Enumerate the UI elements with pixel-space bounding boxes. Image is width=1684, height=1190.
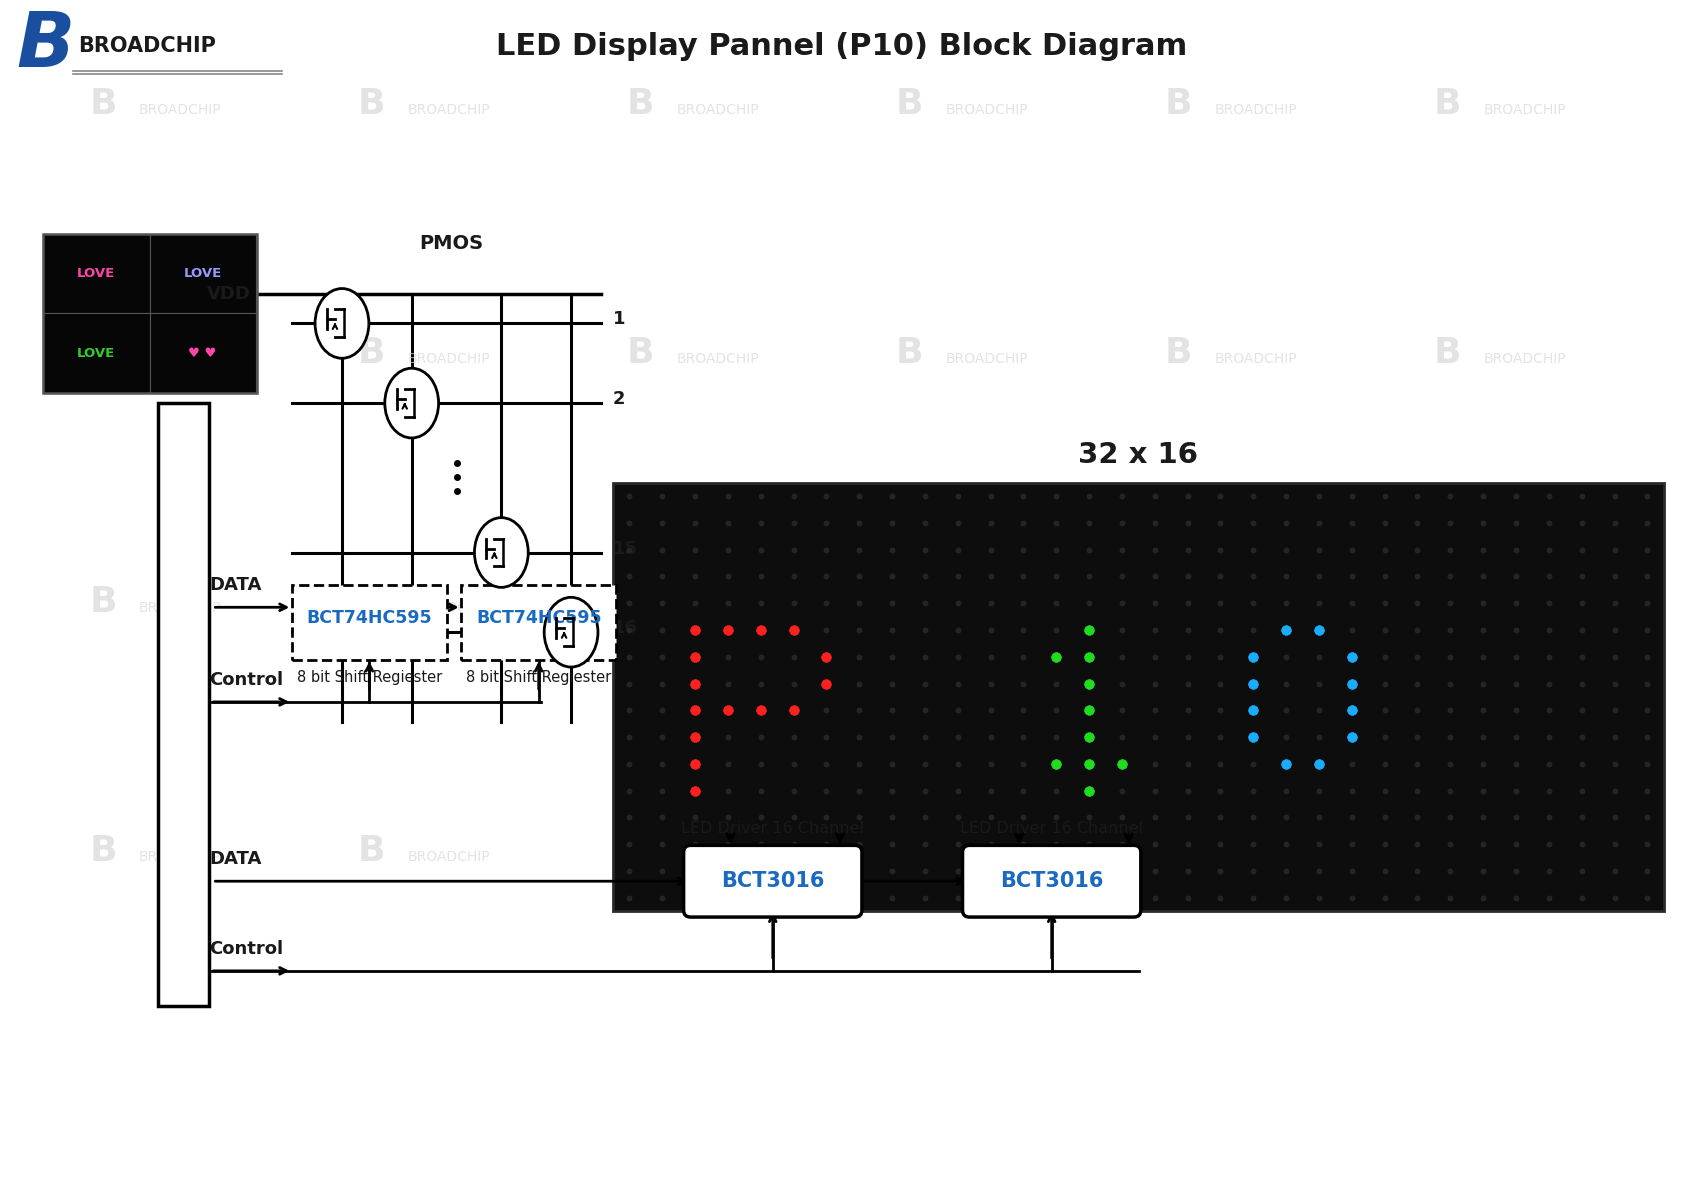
Text: BCT74HC595: BCT74HC595 [306, 609, 433, 627]
Text: B: B [359, 337, 386, 370]
Text: B: B [1433, 585, 1462, 619]
Text: BROADCHIP: BROADCHIP [1214, 601, 1297, 615]
Text: BCT74HC595: BCT74HC595 [477, 609, 601, 627]
Text: BROADCHIP: BROADCHIP [1214, 104, 1297, 118]
Ellipse shape [386, 368, 438, 438]
Text: BROADCHIP: BROADCHIP [946, 601, 1029, 615]
Text: BROADCHIP: BROADCHIP [138, 601, 221, 615]
Text: B: B [896, 87, 923, 121]
Text: BROADCHIP: BROADCHIP [408, 104, 490, 118]
Text: BCT3016: BCT3016 [1000, 871, 1103, 891]
Text: B: B [1165, 585, 1192, 619]
Text: 2: 2 [613, 390, 625, 408]
Text: B: B [896, 337, 923, 370]
Text: LED Driver 16 Channel: LED Driver 16 Channel [682, 821, 864, 835]
Text: BROADCHIP: BROADCHIP [1484, 352, 1566, 367]
Text: LED Driver 16 Channel: LED Driver 16 Channel [960, 821, 1143, 835]
Text: BROADCHIP: BROADCHIP [946, 104, 1029, 118]
Text: BROADCHIP: BROADCHIP [408, 851, 490, 864]
Text: 16: 16 [613, 619, 638, 637]
Text: B: B [896, 834, 923, 869]
Text: LED Display Pannel (P10) Block Diagram: LED Display Pannel (P10) Block Diagram [497, 32, 1187, 61]
Text: BROADCHIP: BROADCHIP [138, 104, 221, 118]
Text: B: B [626, 834, 655, 869]
Text: B: B [89, 834, 116, 869]
Text: BROADCHIP: BROADCHIP [946, 352, 1029, 367]
Ellipse shape [544, 597, 598, 668]
Text: B: B [17, 10, 74, 83]
FancyBboxPatch shape [963, 845, 1140, 917]
Text: 1: 1 [613, 311, 625, 328]
Text: BROADCHIP: BROADCHIP [1484, 601, 1566, 615]
Text: Control: Control [209, 671, 283, 689]
Text: 15: 15 [613, 539, 638, 558]
Text: B: B [1165, 87, 1192, 121]
Ellipse shape [315, 288, 369, 358]
Text: BROADCHIP: BROADCHIP [408, 601, 490, 615]
Text: BROADCHIP: BROADCHIP [677, 601, 759, 615]
Text: BROADCHIP: BROADCHIP [77, 37, 216, 56]
Text: B: B [626, 585, 655, 619]
Text: BROADCHIP: BROADCHIP [677, 851, 759, 864]
Text: DATA: DATA [209, 576, 261, 594]
Text: Control: Control [209, 940, 283, 958]
Text: B: B [896, 585, 923, 619]
Text: B: B [1433, 337, 1462, 370]
Text: PMOS: PMOS [419, 234, 483, 253]
Text: 32 x 16: 32 x 16 [1078, 440, 1199, 469]
Text: B: B [626, 87, 655, 121]
Bar [150, 313, 256, 393]
Text: 8 bit Shift Regiester: 8 bit Shift Regiester [466, 670, 611, 684]
Text: BROADCHIP: BROADCHIP [1214, 352, 1297, 367]
Text: DATA: DATA [209, 851, 261, 869]
Text: B: B [1433, 87, 1462, 121]
Text: B: B [1165, 337, 1192, 370]
Text: B: B [359, 834, 386, 869]
Text: B: B [1165, 834, 1192, 869]
Text: BCT3016: BCT3016 [721, 871, 825, 891]
Text: LOVE: LOVE [184, 267, 222, 280]
Text: LOVE: LOVE [77, 267, 115, 280]
Text: BROADCHIP: BROADCHIP [946, 851, 1029, 864]
Ellipse shape [475, 518, 529, 588]
Bar [44, 313, 150, 393]
Text: B: B [89, 87, 116, 121]
Text: B: B [89, 337, 116, 370]
Bar [150, 233, 256, 313]
Text: BROADCHIP: BROADCHIP [1484, 104, 1566, 118]
Text: LOVE: LOVE [77, 346, 115, 359]
Text: BROADCHIP: BROADCHIP [1484, 851, 1566, 864]
Text: ♥ ♥: ♥ ♥ [189, 346, 217, 359]
Text: B: B [359, 585, 386, 619]
Text: B: B [1433, 834, 1462, 869]
Text: BROADCHIP: BROADCHIP [408, 352, 490, 367]
Text: BROADCHIP: BROADCHIP [677, 104, 759, 118]
Text: BROADCHIP: BROADCHIP [677, 352, 759, 367]
Bar [158, 403, 209, 1006]
Text: BROADCHIP: BROADCHIP [1214, 851, 1297, 864]
FancyBboxPatch shape [684, 845, 862, 917]
Bar [291, 584, 446, 659]
Bar [44, 233, 258, 393]
Bar [613, 483, 1664, 912]
Text: 8 bit Shift Regiester: 8 bit Shift Regiester [296, 670, 441, 684]
Bar [44, 233, 150, 313]
Text: BROADCHIP: BROADCHIP [138, 352, 221, 367]
Text: B: B [626, 337, 655, 370]
Text: VDD: VDD [207, 284, 251, 302]
Text: BROADCHIP: BROADCHIP [138, 851, 221, 864]
Text: B: B [89, 585, 116, 619]
Text: B: B [359, 87, 386, 121]
Bar [461, 584, 616, 659]
